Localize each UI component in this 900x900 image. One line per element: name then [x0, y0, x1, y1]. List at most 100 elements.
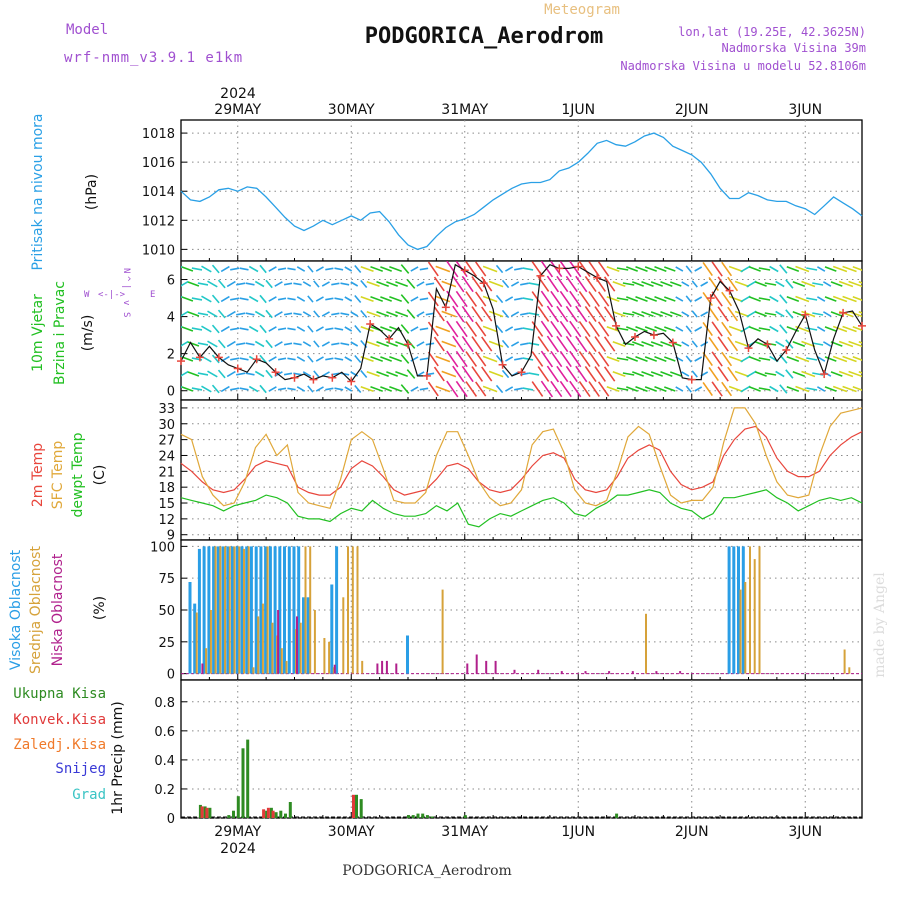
wind-arrow: [675, 386, 684, 392]
wind-arrow: [691, 370, 698, 378]
wind-arrow: [520, 282, 529, 286]
mid-cloud-bar: [224, 546, 227, 674]
wind-arrow: [446, 320, 459, 338]
wind-arrow: [427, 351, 439, 367]
wind-arrow: [728, 265, 744, 273]
wind-arrow: [675, 326, 684, 332]
convective-precip-bar: [271, 810, 275, 818]
wind-arrow: [830, 371, 843, 377]
temp-2m-line: [180, 425, 863, 496]
model-elevation-label: Nadmorska Visina u modelu 52.8106m: [620, 59, 866, 73]
wind-arrow: [427, 291, 439, 307]
mid-cloud-bar: [323, 638, 326, 674]
wind-arrow: [801, 370, 816, 378]
high-cloud-bar: [197, 548, 201, 674]
wind-arrow: [419, 297, 429, 301]
mid-cloud-bar: [228, 546, 231, 674]
wind-arrow: [675, 266, 684, 272]
wind-arrow: [302, 281, 312, 287]
wind-arrow: [528, 312, 540, 316]
wind-arrow: [559, 350, 572, 368]
wind-arrow: [307, 265, 314, 273]
total-precip-bar: [227, 815, 231, 818]
wind-arrow: [254, 370, 265, 378]
wind-arrow: [410, 356, 419, 362]
wind-arrow: [455, 290, 468, 308]
wind-arrow: [575, 335, 588, 353]
wind-arrow: [824, 296, 837, 302]
wind-arrow: [370, 296, 383, 302]
wind-arrow: [181, 356, 194, 362]
wind-arrow: [717, 336, 729, 352]
wind-arrow: [569, 261, 582, 278]
wind-arrow: [565, 305, 578, 323]
wind-arrow: [419, 357, 429, 361]
wind-arrow: [755, 341, 767, 347]
wind-arrow: [307, 295, 314, 303]
wind-arrow: [594, 336, 606, 352]
top-day-label-29MAY: 29MAY: [214, 102, 261, 118]
wind-arrow: [786, 296, 800, 302]
wind-arrow: [427, 321, 439, 337]
wind-arrow: [711, 291, 723, 307]
wind-arrow: [435, 265, 451, 273]
wind-arrow: [740, 355, 751, 363]
pressure-ytick-label-2: 1014: [142, 185, 175, 200]
wind-arrow: [511, 341, 520, 347]
wind-arrow: [654, 296, 667, 302]
wind-arrow: [380, 326, 392, 332]
wind-arrow: [325, 267, 334, 271]
wind-arrow: [785, 279, 794, 289]
wind-arrow: [522, 327, 534, 331]
mid-cloud-bar: [744, 582, 747, 674]
wind-arrow: [344, 356, 353, 362]
wind-arrow: [475, 291, 487, 307]
wind-arrow: [606, 265, 620, 273]
wind-arrow: [616, 297, 629, 301]
wind-arrow: [578, 290, 591, 308]
total-precip-bar: [284, 813, 287, 818]
wind-arrow: [380, 386, 392, 392]
wind-arrow: [395, 311, 408, 317]
mid-cloud-bar: [361, 660, 364, 674]
wind-arrow: [565, 275, 578, 293]
wind-arrow: [287, 387, 296, 391]
wind-arrow: [331, 282, 340, 286]
wind-arrow: [191, 327, 203, 331]
wind-arrow: [559, 290, 572, 308]
precip-ytick-label-3: 0.6: [154, 725, 175, 740]
mid-cloud-bar: [195, 612, 198, 674]
wind-arrow: [816, 386, 826, 392]
wind-arrow: [389, 266, 402, 272]
wind-arrow: [406, 279, 416, 289]
wind-arrow: [482, 325, 498, 333]
wind-arrow: [792, 371, 806, 377]
low-cloud-bar: [494, 660, 497, 674]
wind-ytick-label-2: 4: [167, 311, 175, 326]
wind-arrow: [852, 385, 862, 391]
wind-arrow: [268, 356, 277, 362]
bottom-day-label-29MAY: 29MAY: [214, 824, 261, 840]
wind-arrow: [641, 281, 654, 287]
wind-arrow: [622, 282, 635, 286]
wind-arrow: [556, 365, 569, 383]
wind-arrow: [740, 325, 751, 333]
high-cloud-bar: [287, 546, 291, 674]
wind-arrow: [334, 327, 344, 331]
mid-cloud-bar: [243, 548, 245, 674]
high-cloud-bar: [406, 635, 409, 674]
mid-cloud-bar: [214, 546, 217, 674]
wind-arrow: [838, 370, 854, 378]
wind-arrow: [441, 370, 457, 378]
wind-arrow: [702, 381, 713, 397]
wind-arrow: [749, 356, 761, 362]
wind-arrow: [259, 354, 267, 364]
temperature-ytick-label-4: 21: [158, 465, 175, 480]
wind-arrow: [287, 357, 296, 361]
wind-arrow: [816, 326, 826, 332]
wind-arrow: [700, 341, 709, 347]
wind-arrow: [181, 310, 189, 317]
wind-arrow: [400, 264, 410, 274]
lonlat-label: lon,lat (19.25E, 42.3625N): [678, 25, 866, 39]
wind-arrow: [832, 325, 848, 333]
